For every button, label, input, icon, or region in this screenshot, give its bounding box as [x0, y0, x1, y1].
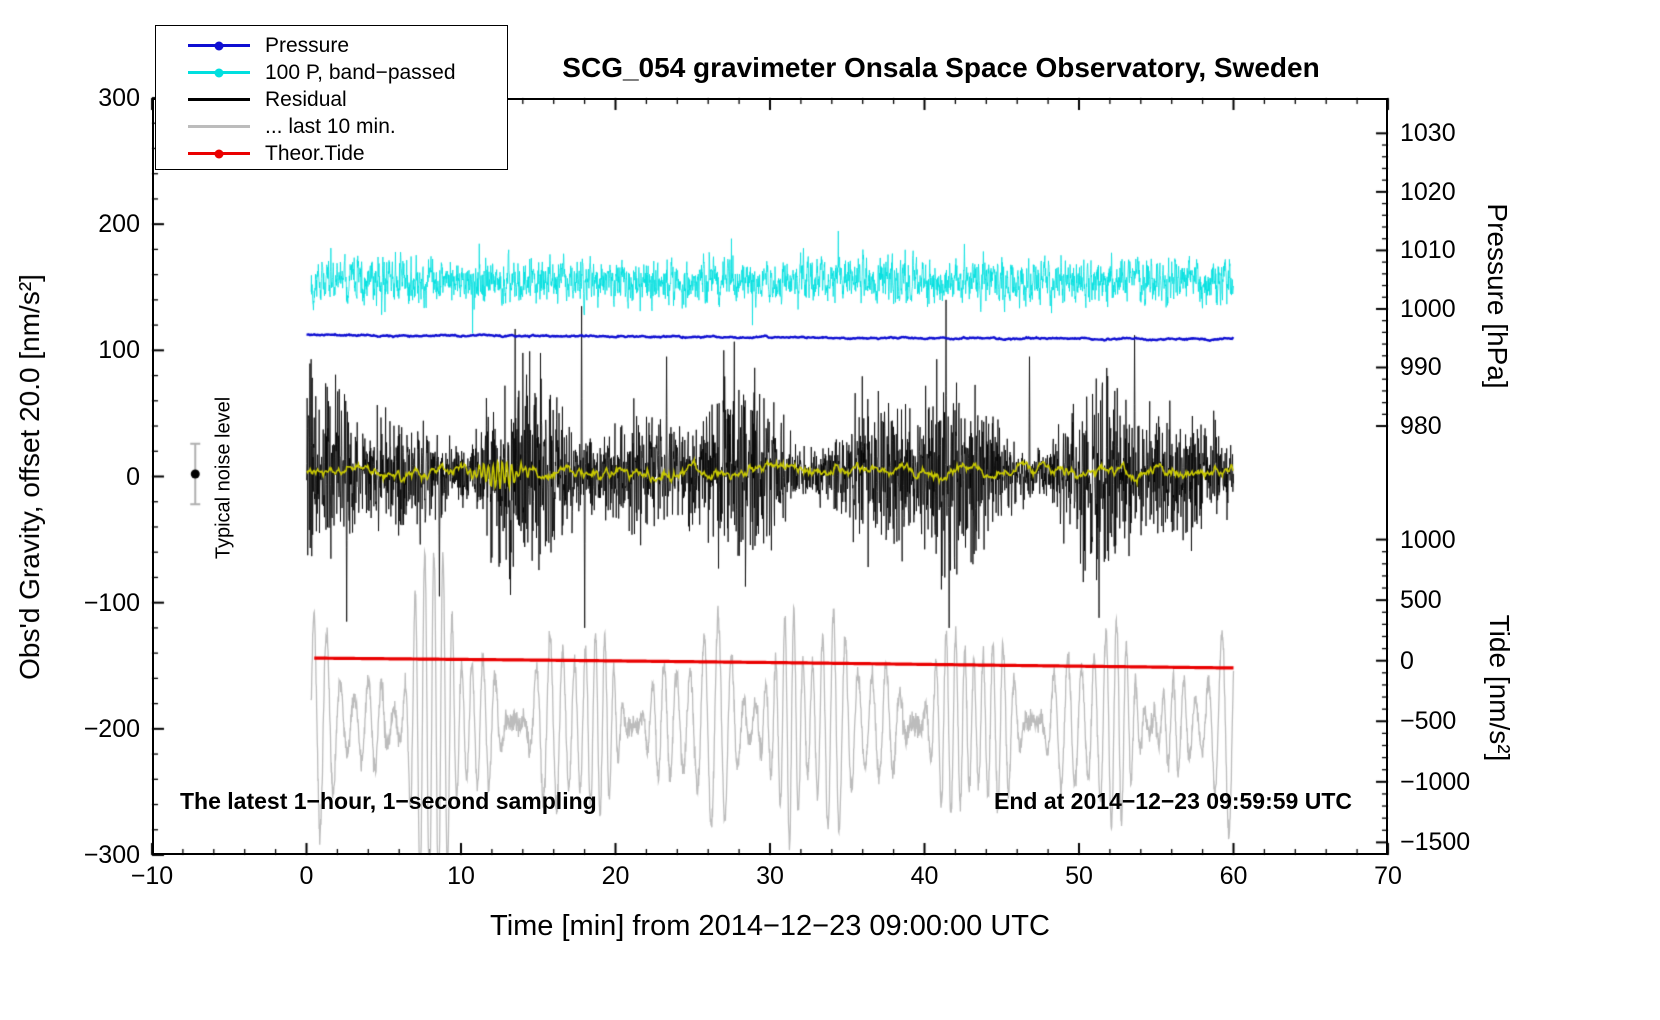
pressure-tick-label: 1020 [1400, 177, 1456, 206]
legend-item-label: ... last 10 min. [265, 114, 396, 138]
legend-sample-line [188, 86, 250, 113]
x-tick-label: 20 [601, 862, 630, 890]
x-tick-label: 10 [447, 862, 475, 890]
tide-tick-label: −1000 [1400, 767, 1471, 796]
pressure-tick-label: 990 [1400, 353, 1442, 382]
x-tick-label: 50 [1065, 862, 1093, 890]
x-tick-label: 60 [1219, 862, 1248, 890]
legend-item-label: Residual [265, 87, 347, 111]
legend-dot-icon [214, 149, 224, 158]
tide-tick-label: −500 [1400, 707, 1457, 736]
x-tick-label: 0 [299, 862, 314, 890]
x-axis-label: Time [min] from 2014−12−23 09:00:00 UTC [490, 910, 1050, 942]
y-axis-label-tide: Tide [nm/s²] [1484, 614, 1515, 762]
legend-sample-line-dot [188, 59, 250, 86]
legend-item: Pressure [156, 32, 507, 59]
pressure-tick-label: 1010 [1400, 236, 1456, 265]
pressure-tick-label: 1030 [1400, 119, 1456, 148]
legend-item-label: Theor.Tide [265, 141, 365, 165]
gravity-tick-label: 200 [98, 210, 140, 239]
legend-item-label: Pressure [265, 33, 350, 57]
tide-tick-label: 1000 [1400, 525, 1456, 554]
legend-dot-icon [214, 68, 224, 77]
chart-title: SCG_054 gravimeter Onsala Space Observat… [562, 52, 1320, 83]
legend-item: Theor.Tide [156, 140, 507, 167]
legend-item: 100 P, band−passed [156, 59, 507, 86]
sampling-note: The latest 1−hour, 1−second sampling [180, 788, 597, 814]
legend-item: ... last 10 min. [156, 113, 507, 140]
legend-sample-line-dot [188, 140, 250, 167]
tide-tick-label: 500 [1400, 586, 1442, 615]
tide-tick-label: 0 [1400, 646, 1414, 675]
gravity-tick-label: 0 [126, 462, 140, 491]
legend-item: Residual [156, 86, 507, 113]
x-tick-label: 30 [756, 862, 784, 890]
y-axis-label-pressure: Pressure [hPa] [1482, 203, 1513, 389]
legend-dot-icon [214, 41, 224, 50]
legend-item-label: 100 P, band−passed [265, 60, 456, 84]
tide-tick-label: −1500 [1400, 828, 1471, 857]
end-time-note: End at 2014−12−23 09:59:59 UTC [994, 788, 1352, 814]
gravity-tick-label: −300 [83, 841, 140, 869]
x-tick-label: 70 [1374, 862, 1402, 890]
y-axis-label-gravity: Obs'd Gravity, offset 20.0 [nm/s²] [14, 274, 45, 680]
noise-level-label: Typical noise level [212, 396, 235, 560]
legend-sample-line [188, 113, 250, 140]
gravity-tick-label: 100 [98, 336, 140, 365]
x-tick-label: −10 [130, 862, 174, 890]
gravity-tick-label: 300 [98, 84, 140, 112]
pressure-tick-label: 1000 [1400, 294, 1456, 323]
legend: Pressure 100 P, band−passed Residual ... la… [155, 25, 508, 170]
x-tick-label: 40 [910, 862, 939, 890]
pressure-tick-label: 980 [1400, 412, 1442, 441]
legend-sample-line-dot [188, 32, 250, 59]
gravity-tick-label: −200 [83, 714, 140, 743]
gravity-tick-label: −100 [83, 588, 140, 617]
legend-items: Pressure 100 P, band−passed Residual ... la… [156, 32, 507, 167]
